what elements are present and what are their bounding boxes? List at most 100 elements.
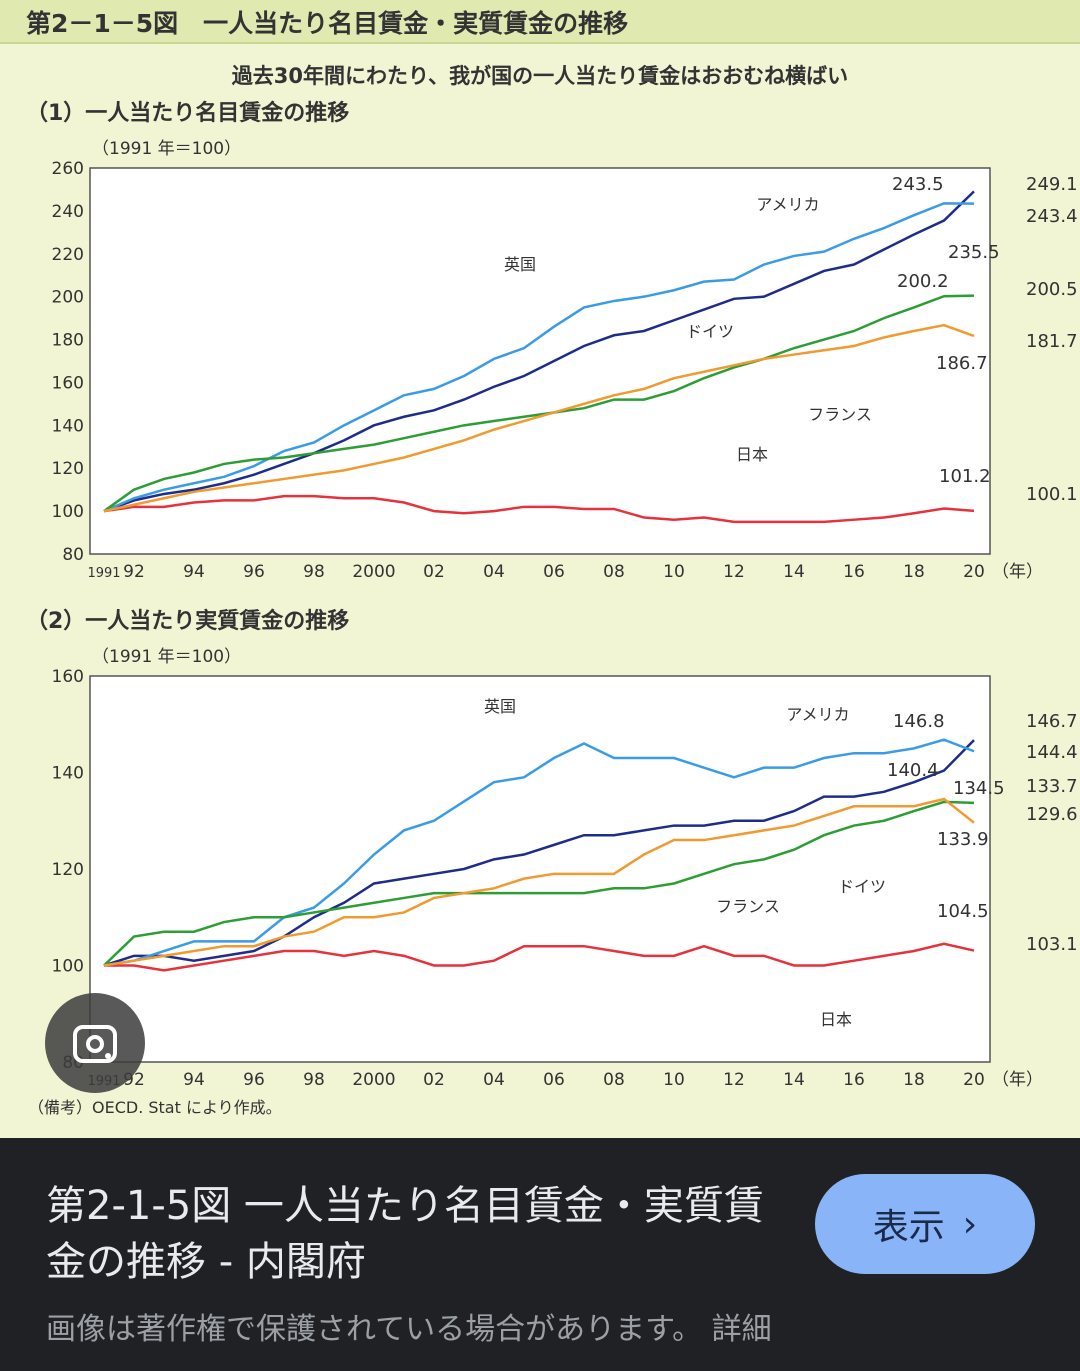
data-annotation: 140.4 xyxy=(887,760,939,781)
x-axis-label: （年） xyxy=(992,562,1043,582)
x-tick-label: 96 xyxy=(243,562,265,582)
chart-title: （1）一人当たり名目賃金の推移 xyxy=(26,100,349,126)
y-tick-label: 100 xyxy=(52,502,84,522)
data-annotation: 146.7 xyxy=(1026,711,1078,732)
x-tick-label: 16 xyxy=(843,562,865,582)
series-label: 日本 xyxy=(820,1010,852,1029)
y-tick-label: 120 xyxy=(52,860,84,880)
data-annotation: 100.1 xyxy=(1026,484,1078,505)
x-tick-label: 08 xyxy=(603,562,625,582)
x-tick-label: 92 xyxy=(123,562,145,582)
chevron-right-icon: › xyxy=(962,1203,978,1245)
y-unit-label: （1991 年＝100） xyxy=(92,139,241,159)
series-label: アメリカ xyxy=(756,195,819,214)
series-line-ドイツ xyxy=(103,294,975,513)
x-tick-label: 20 xyxy=(963,1070,985,1090)
series-label: 英国 xyxy=(504,255,536,274)
data-annotation: 129.6 xyxy=(1026,804,1078,825)
series-label: 英国 xyxy=(484,697,516,716)
copyright-note[interactable]: 画像は著作権で保護されている場合があります。 詳細 xyxy=(46,1312,772,1347)
plot-area xyxy=(89,675,991,1063)
y-tick-label: 220 xyxy=(52,245,84,265)
data-annotation: 243.4 xyxy=(1026,206,1078,227)
data-annotation: 133.7 xyxy=(1026,776,1078,797)
series-label: ドイツ xyxy=(838,877,886,896)
y-tick-label: 80 xyxy=(62,545,84,565)
data-annotation: 144.4 xyxy=(1026,742,1078,763)
data-annotation: 235.5 xyxy=(948,242,1000,263)
series-label: フランス xyxy=(716,897,780,916)
charts-svg: （1）一人当たり名目賃金の推移 （1991 年＝100） 80 100 120 140 16… xyxy=(26,100,1078,1117)
figure-title: 第2－1－5図 一人当たり名目賃金・実質賃金の推移 xyxy=(26,9,629,38)
x-tick-label: 14 xyxy=(783,1070,805,1090)
series-line-英国 xyxy=(103,738,975,967)
y-tick-label: 120 xyxy=(52,459,84,479)
y-unit-label: （1991 年＝100） xyxy=(92,647,241,667)
series-line-日本 xyxy=(104,942,975,972)
series-line-日本 xyxy=(103,494,975,524)
y-tick-label: 140 xyxy=(52,764,84,784)
series-label: 日本 xyxy=(736,445,768,464)
x-tick-label: 14 xyxy=(783,562,805,582)
x-tick-label: 08 xyxy=(603,1070,625,1090)
plot-area xyxy=(89,167,991,555)
series-line-アメリカ xyxy=(103,739,975,967)
data-annotation: 200.2 xyxy=(897,271,949,292)
data-annotation: 133.9 xyxy=(937,829,989,850)
x-tick-label: 12 xyxy=(723,562,745,582)
y-tick-label: 180 xyxy=(52,331,84,351)
series-label: ドイツ xyxy=(686,322,734,341)
x-tick-label: 12 xyxy=(723,1070,745,1090)
x-tick-label: 18 xyxy=(903,562,925,582)
data-annotation: 104.5 xyxy=(937,901,989,922)
chart-image[interactable]: 第2－1－5図 一人当たり名目賃金・実質賃金の推移 過去30年間にわたり、我が国… xyxy=(0,0,1080,1138)
series-line-フランス xyxy=(103,797,975,967)
x-tick-label: 96 xyxy=(243,1070,265,1090)
lens-icon xyxy=(73,1025,117,1063)
x-tick-label: 16 xyxy=(843,1070,865,1090)
y-tick-label: 160 xyxy=(52,667,84,687)
data-annotation: 249.1 xyxy=(1026,174,1078,195)
image-info-panel: 第2-1-5図 一人当たり名目賃金・実質賃金の推移 - 内閣府 表示 › 画像は著… xyxy=(0,1138,1080,1371)
data-annotation: 146.8 xyxy=(893,711,945,732)
data-annotation: 101.2 xyxy=(939,466,991,487)
x-tick-label: 94 xyxy=(183,562,205,582)
source-note: （備考）OECD. Stat により作成。 xyxy=(28,1098,282,1117)
x-axis-label: （年） xyxy=(992,1070,1043,1090)
x-tick-label: 94 xyxy=(183,1070,205,1090)
view-button[interactable]: 表示 › xyxy=(815,1174,1035,1274)
figure-subtitle: 過去30年間にわたり、我が国の一人当たり賃金はおおむね横ばい xyxy=(231,64,849,88)
x-tick-label: 04 xyxy=(483,562,505,582)
x-tick-label: 2000 xyxy=(352,562,395,582)
series-label: アメリカ xyxy=(786,705,849,724)
series-line-アメリカ xyxy=(103,190,975,513)
x-tick-label: 20 xyxy=(963,562,985,582)
series-line-ドイツ xyxy=(103,800,975,967)
data-annotation: 103.1 xyxy=(1026,934,1078,955)
x-tick-label: 98 xyxy=(303,562,325,582)
y-tick-label: 260 xyxy=(52,159,84,179)
y-tick-label: 200 xyxy=(52,288,84,308)
x-tick-label: 02 xyxy=(423,562,445,582)
view-button-label: 表示 xyxy=(872,1207,945,1248)
series-line-英国 xyxy=(103,202,975,513)
y-tick-label: 240 xyxy=(52,202,84,222)
x-tick-label: 02 xyxy=(423,1070,445,1090)
figure-title-bar: 第2－1－5図 一人当たり名目賃金・実質賃金の推移 xyxy=(0,0,1080,44)
y-tick-label: 160 xyxy=(52,373,84,393)
y-tick-label: 100 xyxy=(52,957,84,977)
data-annotation: 200.5 xyxy=(1026,279,1078,300)
y-tick-label: 140 xyxy=(52,416,84,436)
google-lens-button[interactable] xyxy=(45,993,145,1093)
data-annotation: 181.7 xyxy=(1026,331,1078,352)
chart-title: （2）一人当たり実質賃金の推移 xyxy=(26,608,349,634)
x-tick-label: 1991 xyxy=(87,566,120,581)
x-tick-label: 10 xyxy=(663,1070,685,1090)
x-tick-label: 06 xyxy=(543,1070,565,1090)
x-tick-label: 10 xyxy=(663,562,685,582)
x-tick-label: 18 xyxy=(903,1070,925,1090)
data-annotation: 243.5 xyxy=(892,174,944,195)
x-tick-label: 06 xyxy=(543,562,565,582)
image-title-link[interactable]: 第2-1-5図 一人当たり名目賃金・実質賃金の推移 - 内閣府 xyxy=(46,1183,764,1285)
series-line-フランス xyxy=(103,323,975,513)
